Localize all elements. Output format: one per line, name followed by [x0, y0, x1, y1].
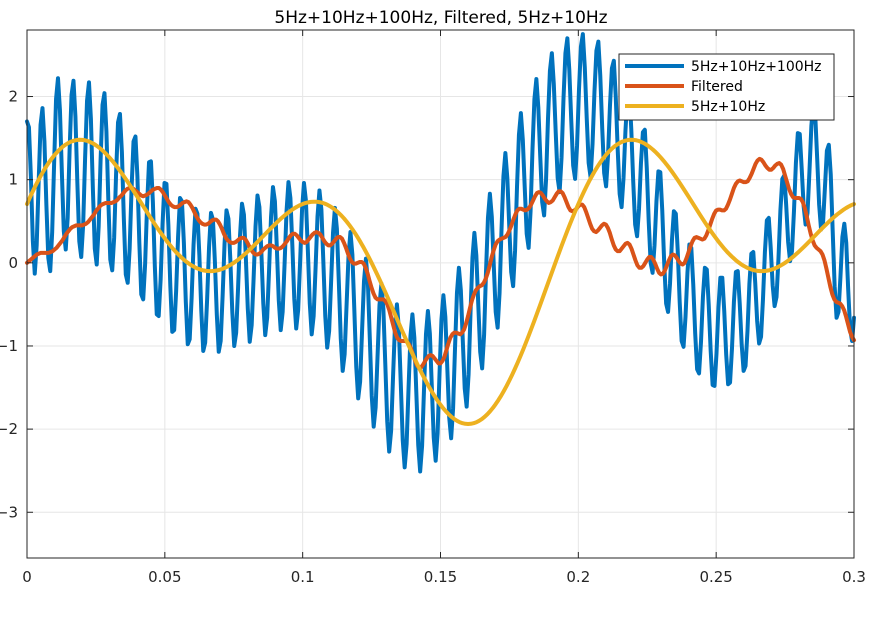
- y-tick-label: −1: [0, 337, 18, 355]
- y-tick-label: 2: [8, 88, 18, 106]
- x-tick-label: 0.3: [842, 568, 866, 586]
- x-tick-label: 0: [22, 568, 32, 586]
- y-tick-label: 0: [8, 254, 18, 272]
- x-tick-label: 0.05: [148, 568, 181, 586]
- legend-entry-label: Filtered: [691, 79, 743, 95]
- chart-title: 5Hz+10Hz+100Hz, Filtered, 5Hz+10Hz: [274, 8, 607, 28]
- x-tick-label: 0.25: [699, 568, 732, 586]
- series-layer: [25, 32, 856, 474]
- series-line-1: [25, 156, 856, 370]
- series-line-2: [25, 137, 856, 427]
- ticks: 0 0.05 0.1 0.15 0.2 0.25 0.3 2 1 0 −1 −2 −3: [0, 30, 866, 586]
- x-tick-label: 0.1: [291, 568, 315, 586]
- series-line-0: [25, 32, 856, 474]
- y-tick-label: 1: [8, 171, 18, 189]
- legend-entry-label: 5Hz+10Hz: [691, 99, 765, 115]
- x-tick-label: 0.15: [424, 568, 457, 586]
- y-tick-label: −3: [0, 503, 18, 521]
- y-tick-label: −2: [0, 420, 18, 438]
- legend-entry-label: 5Hz+10Hz+100Hz: [691, 59, 822, 75]
- x-tick-label: 0.2: [566, 568, 590, 586]
- legend: 5Hz+10Hz+100Hz Filtered 5Hz+10Hz: [618, 53, 835, 121]
